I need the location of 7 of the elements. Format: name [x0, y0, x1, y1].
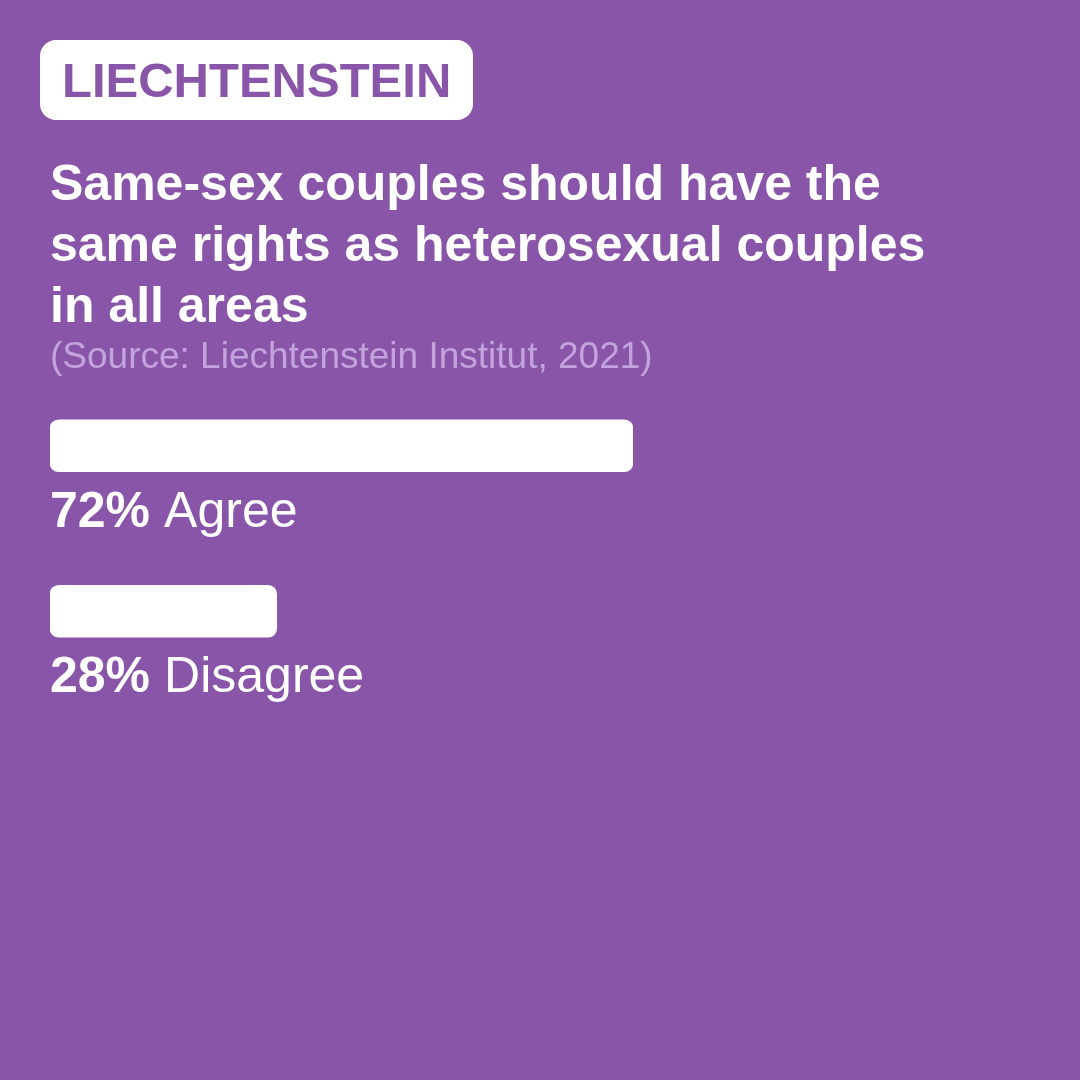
- chart-subtitle: Same-sex couples should have the same rights as heterosexual couples in all areas: [50, 154, 927, 335]
- text: (Source: Liechtenstein Institut, 2021): [50, 334, 653, 378]
- y-tick-label: Disagree: [164, 647, 365, 704]
- chart-title: LIECHTENSTEIN: [40, 40, 474, 120]
- y-tick-label: Agree: [164, 481, 298, 538]
- data-label: 72%: [50, 481, 151, 538]
- data-label: 28%: [50, 647, 151, 704]
